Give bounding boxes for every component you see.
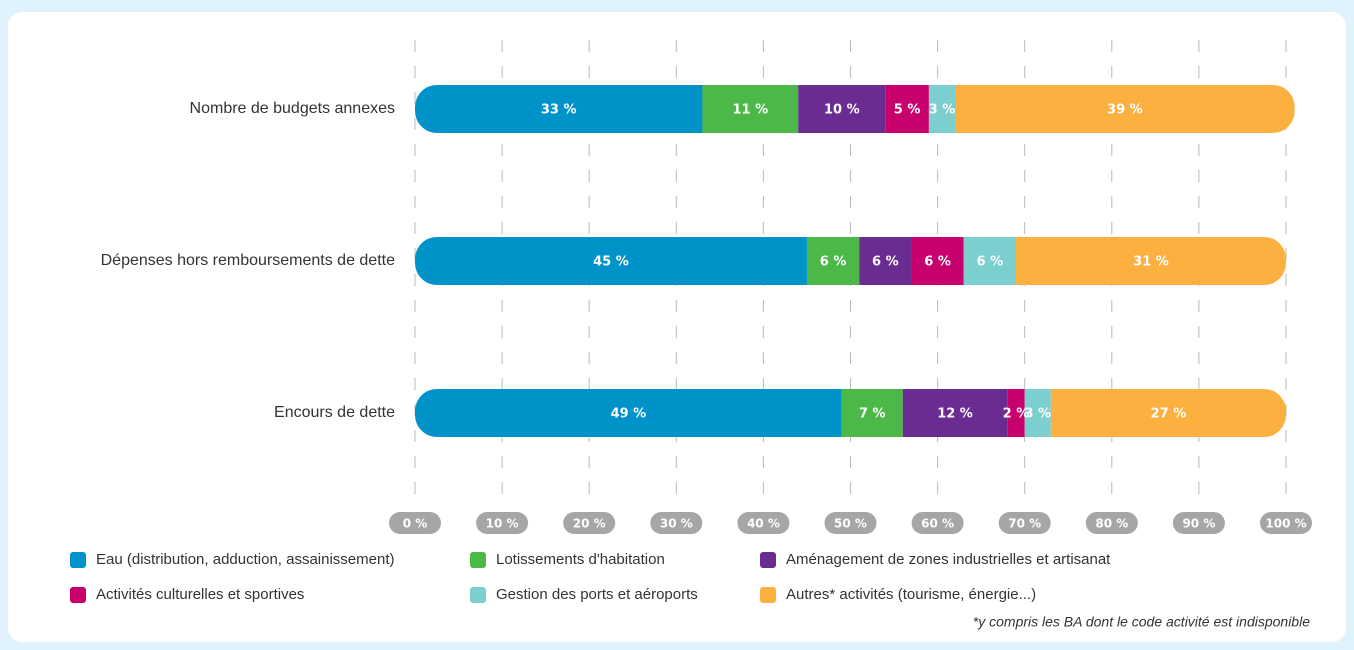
tick-pill (911, 512, 964, 534)
bar-row (415, 389, 1286, 437)
bar-segment (859, 237, 912, 285)
bar-segment (702, 85, 799, 133)
bar-segment (1007, 389, 1025, 437)
legend-label: Lotissements d'habitation (496, 551, 665, 568)
value-label: 49 % (611, 407, 647, 422)
bar-row (415, 237, 1286, 285)
x-tick-label: 60 % (921, 517, 954, 531)
legend-label: Autres* activités (tourisme, énergie...) (786, 586, 1036, 603)
x-tick-label: 100 % (1265, 517, 1306, 531)
bar-segment (841, 389, 903, 437)
tick-pill (998, 512, 1051, 534)
legend-swatch (470, 552, 486, 568)
category-label: Encours de dette (274, 404, 395, 421)
x-tick-label: 0 % (403, 517, 428, 531)
x-tick-label: 30 % (660, 517, 693, 531)
value-label: 31 % (1133, 255, 1169, 270)
footnote: *y compris les BA dont le code activité … (973, 614, 1310, 630)
bar-segment (911, 237, 964, 285)
value-label: 33 % (541, 103, 577, 118)
tick-pill (1260, 512, 1312, 534)
value-label: 3 % (929, 103, 956, 118)
bar-segment (1015, 237, 1286, 285)
legend-label: Gestion des ports et aéroports (496, 586, 698, 603)
value-label: 3 % (1024, 407, 1051, 422)
x-tick-label: 10 % (486, 517, 519, 531)
bar-segment (1024, 389, 1051, 437)
x-tick-label: 50 % (834, 517, 867, 531)
value-label: 39 % (1107, 103, 1143, 118)
bar-segment (415, 237, 807, 285)
value-label: 45 % (593, 255, 629, 270)
x-tick-label: 40 % (747, 517, 780, 531)
bar-segment (415, 85, 703, 133)
legend-swatch (70, 552, 86, 568)
bar-segment (885, 85, 929, 133)
value-label: 11 % (733, 103, 769, 118)
bar-segment (806, 237, 860, 285)
value-label: 5 % (894, 103, 921, 118)
tick-pill (389, 512, 441, 534)
bar-segment (798, 85, 886, 133)
legend-swatch (760, 552, 776, 568)
tick-pill (1085, 512, 1138, 534)
tick-pill (476, 512, 529, 534)
value-label: 7 % (859, 407, 886, 422)
bar-segment (1050, 389, 1286, 437)
tick-pill (1172, 512, 1225, 534)
x-tick-label: 70 % (1008, 517, 1041, 531)
legend-swatch (70, 587, 86, 603)
legend-swatch (470, 587, 486, 603)
value-label: 6 % (820, 255, 847, 270)
value-label: 6 % (924, 255, 951, 270)
x-tick-label: 80 % (1095, 517, 1128, 531)
x-tick-label: 90 % (1182, 517, 1215, 531)
tick-pill (650, 512, 703, 534)
category-label: Nombre de budgets annexes (190, 100, 395, 117)
value-label: 27 % (1151, 407, 1187, 422)
bar-row (415, 85, 1295, 133)
bar-segment (955, 85, 1295, 133)
tick-pill (737, 512, 790, 534)
tick-pill (824, 512, 877, 534)
category-label: Dépenses hors remboursements de dette (101, 252, 395, 269)
value-label: 6 % (872, 255, 899, 270)
value-label: 10 % (824, 103, 860, 118)
panel (8, 12, 1346, 642)
value-label: 2 % (1003, 407, 1030, 422)
value-label: 12 % (937, 407, 973, 422)
legend-label: Eau (distribution, adduction, assainisse… (96, 551, 395, 568)
legend-swatch (760, 587, 776, 603)
legend-label: Aménagement de zones industrielles et ar… (786, 551, 1111, 568)
bar-segment (902, 389, 1008, 437)
x-tick-label: 20 % (573, 517, 606, 531)
value-label: 6 % (977, 255, 1004, 270)
legend-label: Activités culturelles et sportives (96, 586, 304, 603)
tick-pill (563, 512, 616, 534)
bar-segment (963, 237, 1016, 285)
bar-segment (928, 85, 956, 133)
bar-segment (415, 389, 842, 437)
